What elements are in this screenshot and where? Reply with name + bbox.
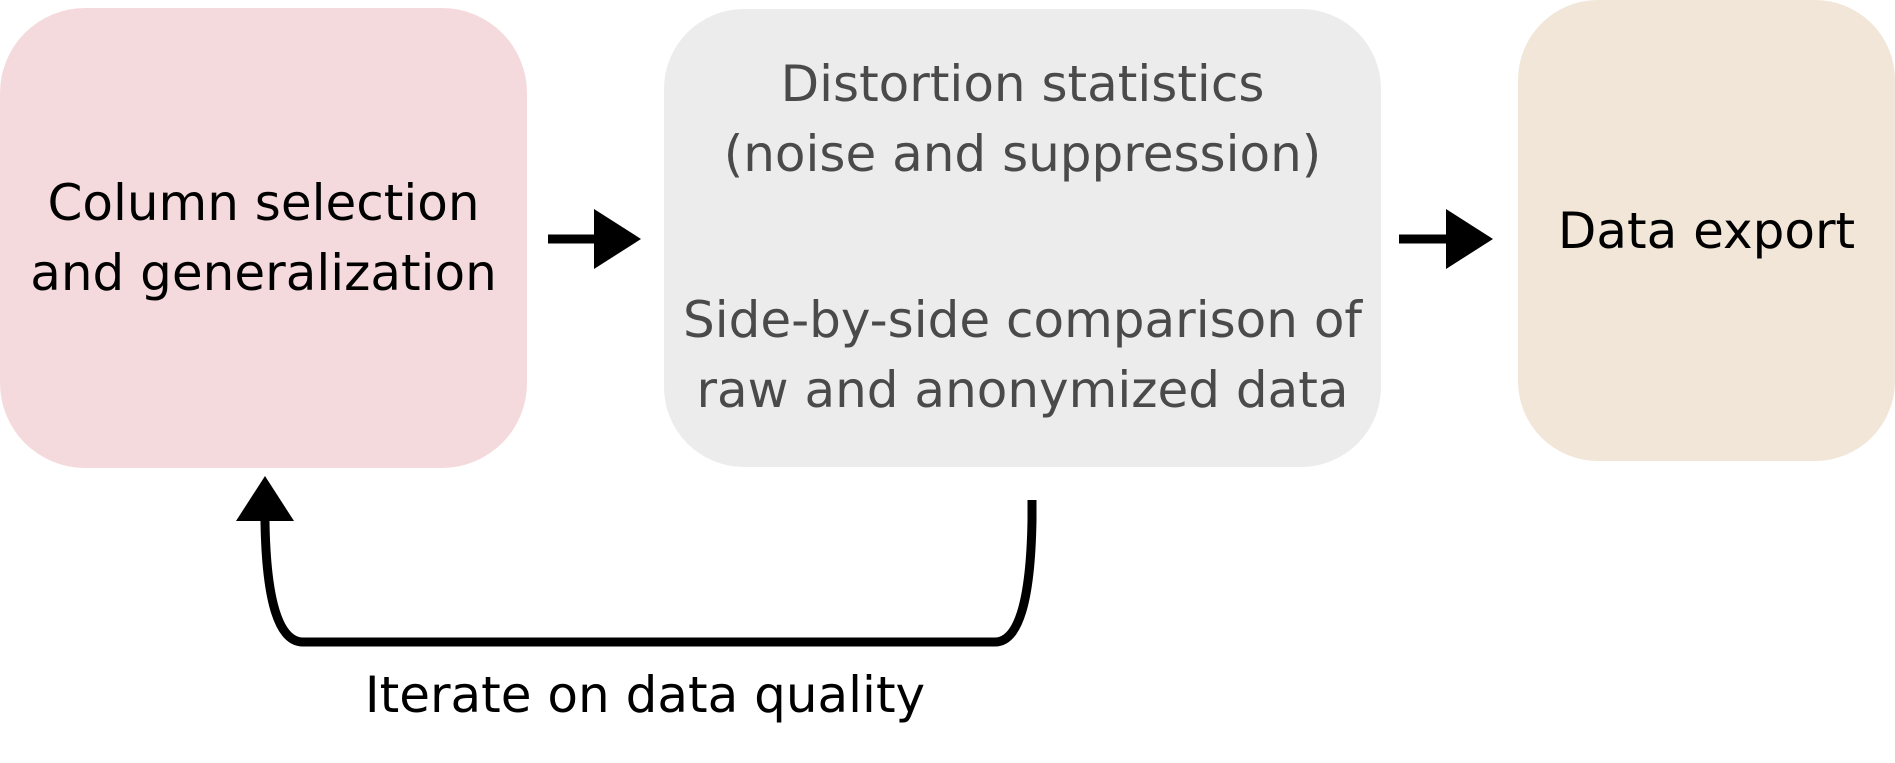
arrow-to-distortion [548,209,641,269]
feedback-loop-head [236,476,294,521]
column-selection-box: Column selection and generalization [0,8,527,468]
arrow-to-export-head [1446,209,1493,269]
column-selection-line-2: and generalization [30,244,497,302]
distortion-box: Distortion statistics (noise and suppres… [664,9,1381,467]
arrow-to-distortion-head [594,209,641,269]
feedback-loop-path [260,500,1037,647]
distortion-stats-line-2: (noise and suppression) [723,125,1322,183]
data-export-label: Data export [1557,201,1856,260]
feedback-loop-arrow [236,476,1037,647]
distortion-stats-line-1: Distortion statistics [780,55,1265,113]
comparison-line-1: Side-by-side comparison of [682,291,1363,349]
comparison-line-2: raw and anonymized data [696,361,1349,419]
feedback-loop-label: Iterate on data quality [364,666,926,724]
data-export-box: Data export [1518,0,1895,461]
column-selection-line-1: Column selection [47,174,480,232]
arrow-to-export [1399,209,1493,269]
